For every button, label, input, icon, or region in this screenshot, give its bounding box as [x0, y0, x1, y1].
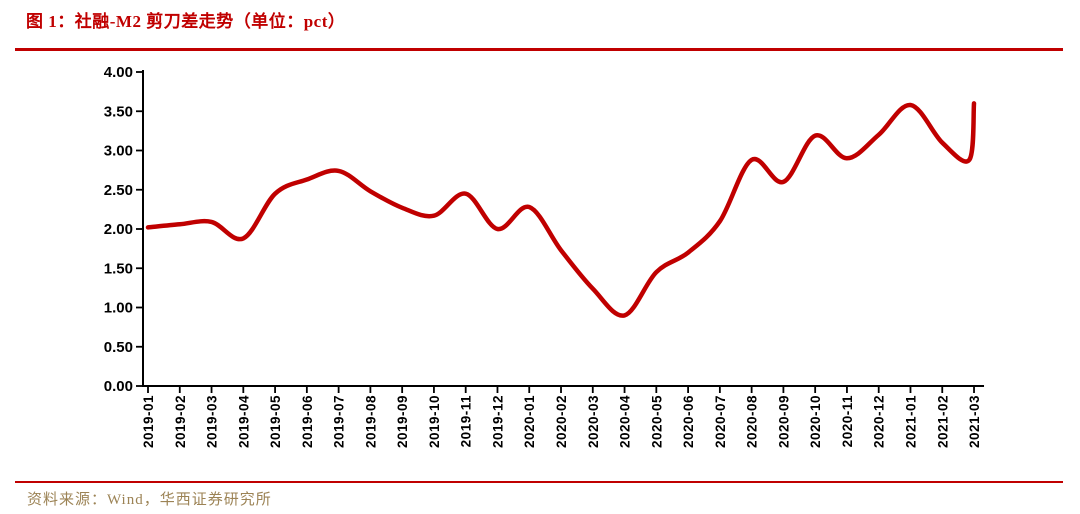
x-tick-label: 2021-01	[903, 395, 918, 448]
title-divider-rule	[15, 48, 1063, 51]
x-tick-label: 2020-10	[808, 395, 823, 448]
y-tick-label: 3.50	[104, 103, 133, 120]
x-tick-label: 2021-02	[935, 395, 950, 448]
x-tick-label: 2019-10	[427, 395, 442, 448]
footer-divider-rule	[15, 481, 1063, 483]
x-tick-label: 2019-03	[205, 395, 220, 448]
y-tick-label: 2.00	[104, 221, 133, 238]
y-tick-label: 1.50	[104, 260, 133, 277]
x-tick-label: 2019-07	[332, 395, 347, 448]
x-tick-label: 2020-05	[649, 395, 664, 448]
x-tick-label: 2020-02	[554, 395, 569, 448]
x-tick-label: 2019-04	[236, 395, 251, 448]
y-tick-label: 1.00	[104, 300, 133, 317]
series-line	[145, 101, 977, 318]
x-tick-label: 2020-12	[872, 395, 887, 448]
source-note: 资料来源：Wind，华西证券研究所	[27, 492, 272, 508]
x-tick-label: 2019-09	[395, 395, 410, 448]
x-tick-label: 2019-05	[268, 395, 283, 448]
x-tick-label: 2020-04	[618, 395, 633, 448]
x-tick-label: 2019-02	[173, 395, 188, 448]
y-tick-label: 0.00	[104, 378, 133, 395]
x-tick-label: 2019-01	[141, 395, 156, 448]
x-tick-label: 2020-01	[522, 395, 537, 448]
x-tick-label: 2019-06	[300, 395, 315, 448]
x-tick-label: 2020-03	[586, 395, 601, 448]
x-tick-label: 2020-09	[776, 395, 791, 448]
x-tick-label: 2019-08	[363, 395, 378, 448]
x-tick-label: 2021-03	[967, 395, 982, 448]
x-tick-label: 2020-07	[713, 395, 728, 448]
x-tick-label: 2020-08	[745, 395, 760, 448]
x-tick-label: 2020-06	[681, 395, 696, 448]
x-tick-label: 2019-12	[490, 395, 505, 448]
x-tick-label: 2020-11	[840, 395, 855, 447]
y-tick-label: 2.50	[104, 182, 133, 199]
y-tick-label: 4.00	[104, 64, 133, 81]
figure-title: 图 1：社融-M2 剪刀差走势（单位：pct）	[26, 12, 346, 31]
x-tick-label: 2019-11	[459, 395, 474, 447]
y-tick-label: 3.00	[104, 143, 133, 160]
y-tick-label: 0.50	[104, 339, 133, 356]
